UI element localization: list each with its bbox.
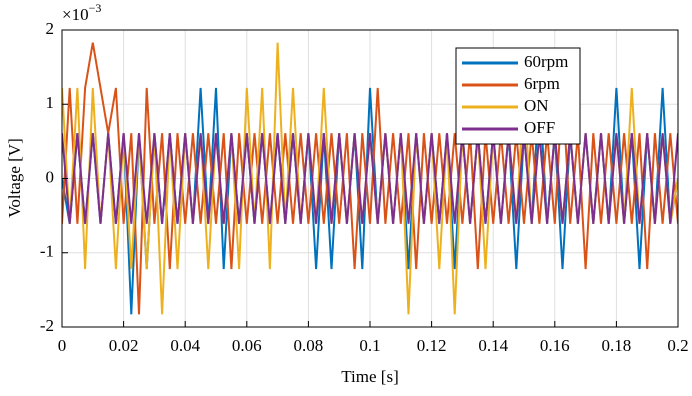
series-line — [62, 133, 678, 224]
y-multiplier-power: −3 — [89, 1, 102, 15]
x-tick-label: 0.16 — [540, 336, 570, 355]
x-tick-label: 0.12 — [417, 336, 447, 355]
x-tick-label: 0.08 — [294, 336, 324, 355]
y-axis-label: Voltage [V] — [5, 138, 24, 217]
y-tick-label: 1 — [46, 93, 55, 112]
x-tick-label: 0.14 — [478, 336, 508, 355]
y-tick-label: -1 — [40, 242, 54, 261]
x-tick-label: 0.18 — [602, 336, 632, 355]
x-tick-label: 0.04 — [170, 336, 200, 355]
x-tick-label: 0.2 — [667, 336, 688, 355]
y-multiplier-base: ×10 — [62, 5, 89, 24]
y-multiplier: ×10−3 — [62, 1, 101, 24]
y-tick-label: -2 — [40, 316, 54, 335]
x-tick-label: 0 — [58, 336, 67, 355]
lines — [62, 42, 678, 315]
legend-label: 6rpm — [524, 74, 560, 93]
y-tick-label: 2 — [46, 19, 55, 38]
axes-box — [61, 29, 679, 328]
x-tick-label: 0.06 — [232, 336, 262, 355]
x-axis-label: Time [s] — [341, 367, 398, 386]
series-line — [62, 42, 678, 315]
legend-label: 60rpm — [524, 52, 568, 71]
legend-label: OFF — [524, 118, 555, 137]
axes: 0 0.02 0.04 0.06 0.08 0.1 0.12 0.14 0.16 0.18 0.2 -… — [40, 19, 689, 355]
x-tick-label: 0.02 — [109, 336, 139, 355]
legend: 60rpm 6rpm ON OFF — [455, 47, 581, 145]
x-tick-label: 0.1 — [359, 336, 380, 355]
y-tick-label: 0 — [46, 167, 55, 186]
legend-label: ON — [524, 96, 549, 115]
